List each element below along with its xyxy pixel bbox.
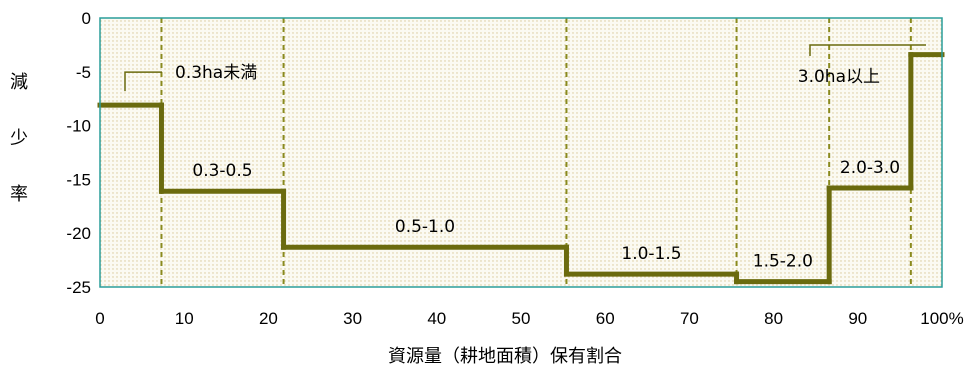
band-label-4: 1.0-1.5 <box>621 244 681 264</box>
band-label-2: 0.3-0.5 <box>192 161 252 181</box>
band-label-5: 1.5-2.0 <box>753 252 813 272</box>
y-tick-label: -20 <box>66 224 91 243</box>
band-label-leader-7 <box>809 44 926 56</box>
x-tick-label: 20 <box>259 309 278 328</box>
x-tick-label: 30 <box>343 309 362 328</box>
x-tick-label: 80 <box>764 309 783 328</box>
x-tick-label: 0 <box>95 309 104 328</box>
y-axis-title-char: 減 <box>10 72 28 93</box>
plot-frame <box>99 17 943 288</box>
band-label-leader-1 <box>124 71 162 92</box>
y-axis-title-text: 減少率 <box>10 72 28 205</box>
x-tick-label: 10 <box>175 309 194 328</box>
x-tick-label: 40 <box>427 309 446 328</box>
plot-area <box>100 18 942 287</box>
band-label-6: 2.0-3.0 <box>840 158 900 178</box>
y-tick-label: -25 <box>66 278 91 297</box>
y-tick-label: -15 <box>66 170 91 189</box>
x-tick-label: 50 <box>512 309 531 328</box>
y-axis-title-char: 率 <box>10 184 28 205</box>
x-axis-title: 資源量（耕地面積）保有割合 <box>388 346 622 367</box>
x-tick-label: 60 <box>596 309 615 328</box>
y-axis-title: 減少率 <box>10 72 28 205</box>
band-label-3: 0.5-1.0 <box>395 217 455 237</box>
y-tick-label: -10 <box>66 117 91 136</box>
y-axis-title-char: 少 <box>10 128 28 149</box>
y-tick-label: -5 <box>76 63 91 82</box>
band-label-1: 0.3ha未満 <box>175 63 257 83</box>
band-label-7: 3.0ha以上 <box>798 67 880 87</box>
x-tick-label: 100% <box>920 309 963 328</box>
x-tick-label: 90 <box>848 309 867 328</box>
y-tick-label: 0 <box>82 9 91 28</box>
x-tick-label: 70 <box>680 309 699 328</box>
